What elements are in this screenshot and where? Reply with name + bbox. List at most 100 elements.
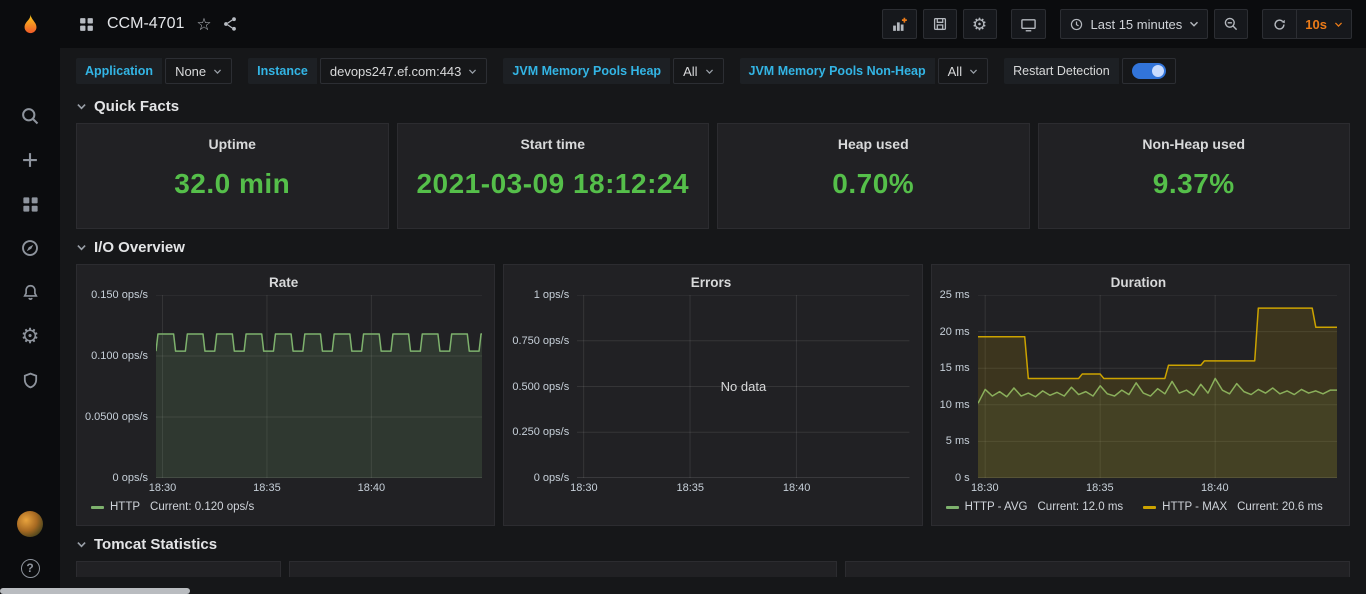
cycle-view-button[interactable]: [1011, 9, 1046, 39]
x-axis: 18:3018:3518:40: [577, 478, 909, 495]
stat-panel-heap-used: Heap used 0.70%: [717, 123, 1030, 229]
grafana-logo-icon[interactable]: [0, 0, 60, 52]
y-axis: 1 ops/s0.750 ops/s0.500 ops/s0.250 ops/s…: [512, 289, 577, 484]
sidebar-bottom: ?: [0, 502, 60, 594]
y-tick-label: 0 s: [955, 472, 970, 484]
section-title: Tomcat Statistics: [94, 536, 217, 553]
x-tick-label: 18:30: [971, 482, 999, 494]
plot-area[interactable]: [978, 295, 1337, 478]
refresh-interval-dropdown[interactable]: 10s: [1296, 9, 1352, 39]
search-icon: [20, 106, 40, 126]
variable-label: Restart Detection: [1004, 58, 1119, 84]
top-navbar: CCM-4701 ☆ ⚙: [60, 0, 1366, 48]
sidebar: ⚙ ?: [0, 0, 60, 594]
partial-panel: [289, 561, 837, 577]
plot-area[interactable]: [156, 295, 482, 478]
stat-panel-title[interactable]: Start time: [520, 136, 585, 152]
sidebar-item-explore[interactable]: [0, 226, 60, 270]
chart-rate: 0.150 ops/s0.100 ops/s0.0500 ops/s0 ops/…: [85, 295, 482, 519]
y-tick-label: 0 ops/s: [113, 472, 148, 484]
dashboard-title[interactable]: CCM-4701: [107, 15, 184, 33]
horizontal-scrollbar-thumb[interactable]: [0, 588, 190, 594]
dashboard-settings-button[interactable]: ⚙: [963, 9, 997, 39]
zoom-out-button[interactable]: [1214, 9, 1248, 39]
sidebar-item-alerting[interactable]: [0, 270, 60, 314]
stat-panel-title[interactable]: Heap used: [838, 136, 909, 152]
legend: HTTPCurrent: 0.120 ops/s: [85, 495, 482, 519]
legend-series-swatch: [946, 506, 959, 509]
sidebar-item-search[interactable]: [0, 94, 60, 138]
stat-panel-uptime: Uptime 32.0 min: [76, 123, 389, 229]
section-chevron-icon: [76, 243, 87, 252]
dashboard-content: Application None Instance devops247.ef.c…: [60, 48, 1366, 594]
variable-value: None: [175, 64, 206, 79]
toggle-knob: [1152, 65, 1164, 77]
section-header-tomcat[interactable]: Tomcat Statistics: [76, 536, 1350, 553]
time-range-label: Last 15 minutes: [1091, 17, 1183, 32]
star-icon[interactable]: ☆: [196, 16, 211, 33]
legend-item[interactable]: HTTP - MAXCurrent: 20.6 ms: [1143, 501, 1323, 513]
variable-value-dropdown[interactable]: All: [673, 58, 723, 84]
navbar-controls: ⚙ Last 15 minutes: [882, 9, 1352, 39]
sidebar-item-server-admin[interactable]: [0, 358, 60, 402]
x-tick-label: 18:40: [358, 482, 386, 494]
add-panel-button[interactable]: [882, 9, 917, 39]
quick-facts-row: Uptime 32.0 min Start time 2021-03-09 18…: [76, 123, 1350, 229]
refresh-button[interactable]: [1262, 9, 1296, 39]
x-axis: 18:3018:3518:40: [156, 478, 482, 495]
y-tick-label: 0.500 ops/s: [512, 381, 569, 393]
sidebar-item-help[interactable]: ?: [0, 546, 60, 590]
legend-series-name: HTTP - AVG: [965, 501, 1028, 513]
stat-panel-title[interactable]: Uptime: [209, 136, 256, 152]
stat-panel-title[interactable]: Non-Heap used: [1142, 136, 1245, 152]
variable-value-dropdown[interactable]: None: [165, 58, 232, 84]
y-tick-label: 0.750 ops/s: [512, 335, 569, 347]
time-range-picker[interactable]: Last 15 minutes: [1060, 9, 1209, 39]
section-header-io-overview[interactable]: I/O Overview: [76, 239, 1350, 256]
stat-panel-value: 0.70%: [832, 152, 914, 216]
share-icon[interactable]: [222, 16, 238, 32]
section-title: I/O Overview: [94, 239, 185, 256]
help-icon: ?: [21, 559, 40, 578]
x-tick-label: 18:35: [253, 482, 281, 494]
section-chevron-icon: [76, 540, 87, 549]
y-tick-label: 0.150 ops/s: [91, 289, 148, 301]
variable-value-dropdown[interactable]: All: [938, 58, 988, 84]
legend-series-name: HTTP: [110, 501, 140, 513]
variable-value: devops247.ef.com:443: [330, 64, 462, 79]
sidebar-item-configuration[interactable]: ⚙: [0, 314, 60, 358]
x-tick-label: 18:40: [1201, 482, 1229, 494]
dashboard-title-group: CCM-4701 ☆: [78, 15, 238, 33]
restart-detection-toggle[interactable]: [1122, 58, 1176, 84]
clock-icon: [1069, 17, 1084, 32]
y-tick-label: 10 ms: [940, 399, 970, 411]
legend-item[interactable]: HTTP - AVGCurrent: 12.0 ms: [946, 501, 1124, 513]
chart-duration: 25 ms20 ms15 ms10 ms5 ms0 s18:3018:3518:…: [940, 295, 1337, 519]
variable-value-dropdown[interactable]: devops247.ef.com:443: [320, 58, 488, 84]
variable-instance: Instance devops247.ef.com:443: [248, 58, 487, 84]
variable-label: JVM Memory Pools Non-Heap: [740, 58, 935, 84]
refresh-interval-label: 10s: [1305, 17, 1327, 32]
sidebar-item-dashboards[interactable]: [0, 182, 60, 226]
partial-panel: [845, 561, 1350, 577]
sidebar-item-create[interactable]: [0, 138, 60, 182]
add-panel-icon: [891, 16, 908, 33]
y-tick-label: 5 ms: [946, 435, 970, 447]
variable-application: Application None: [76, 58, 232, 84]
sidebar-item-profile[interactable]: [0, 502, 60, 546]
x-tick-label: 18:30: [570, 482, 598, 494]
legend-item[interactable]: HTTPCurrent: 0.120 ops/s: [91, 501, 254, 513]
legend-series-swatch: [91, 506, 104, 509]
save-icon: [932, 16, 948, 32]
chevron-down-icon: [1334, 21, 1343, 28]
save-dashboard-button[interactable]: [923, 9, 957, 39]
gear-icon: ⚙: [21, 326, 40, 347]
refresh-button-group: 10s: [1262, 9, 1352, 39]
variable-jvm-nonheap: JVM Memory Pools Non-Heap All: [740, 58, 989, 84]
plot-area[interactable]: No data: [577, 295, 909, 478]
legend: [512, 495, 909, 519]
variable-label: Instance: [248, 58, 317, 84]
dashboard-squares-icon: [78, 16, 95, 33]
section-header-quick-facts[interactable]: Quick Facts: [76, 98, 1350, 115]
panel-title[interactable]: Duration: [940, 271, 1337, 295]
